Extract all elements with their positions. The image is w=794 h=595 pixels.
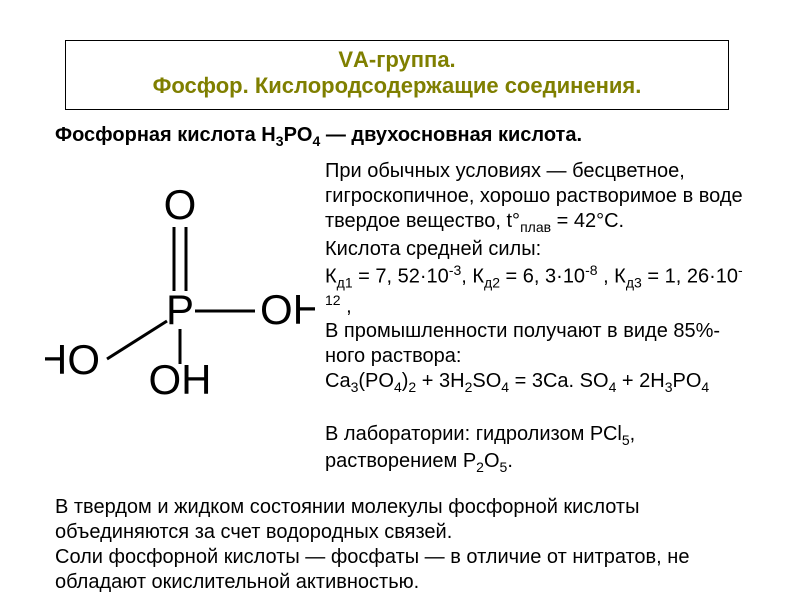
atom-p: P (166, 286, 194, 333)
atom-o-top: O (164, 181, 197, 228)
content-row: P O HO OH OH При обы (45, 159, 749, 477)
title-line-1: VА-группа. (76, 47, 718, 73)
title-box: VА-группа. Фосфор. Кислородсодержащие со… (65, 40, 729, 110)
molecular-structure: P O HO OH OH (45, 159, 315, 477)
description: При обычных условиях — бесцветное, гигро… (325, 159, 749, 477)
bottom-text: В твердом и жидком состоянии молекулы фо… (55, 495, 739, 595)
atom-oh-right: OH (260, 286, 315, 333)
atom-oh-left: HO (45, 336, 100, 383)
title-line-2: Фосфор. Кислородсодержащие соединения. (76, 73, 718, 99)
subtitle: Фосфорная кислота H3PO4 — двухосновная к… (55, 124, 749, 149)
